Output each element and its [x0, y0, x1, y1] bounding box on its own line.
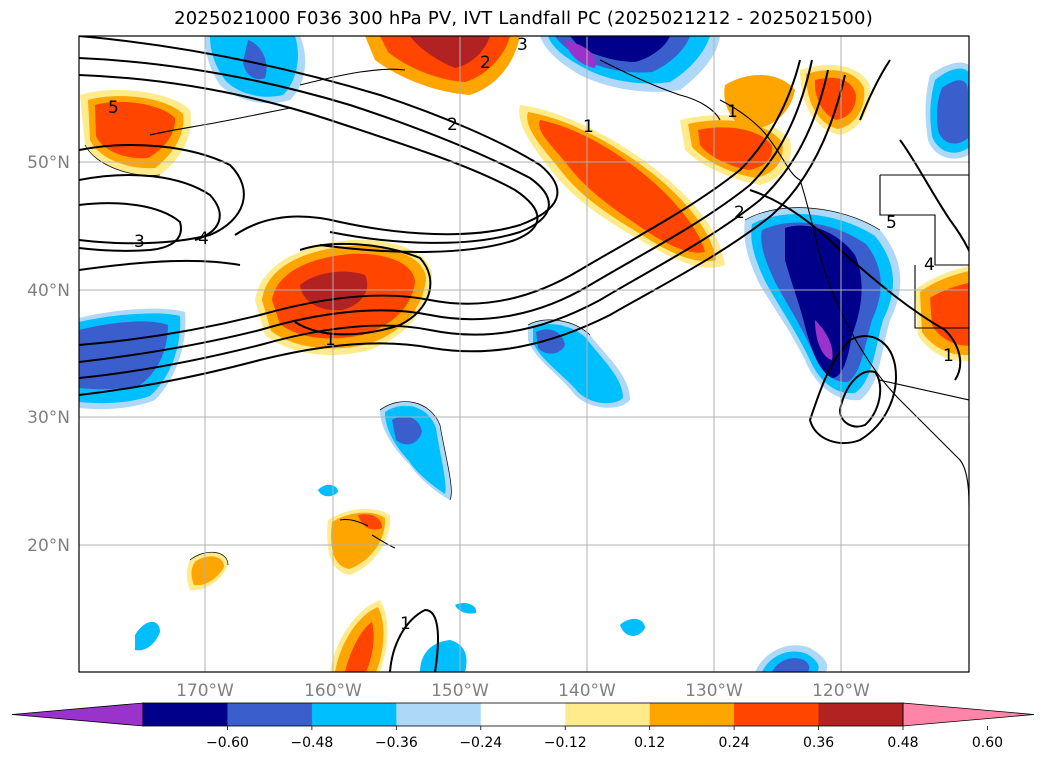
lat-label: 50°N	[27, 153, 70, 173]
colorbar-outline	[142, 702, 904, 727]
colorbar-segment	[480, 703, 566, 726]
contour-label: 1	[400, 614, 411, 634]
colorbar-segment	[734, 703, 820, 726]
cool-anomaly-small-1	[135, 621, 160, 651]
map-frame	[78, 35, 970, 673]
lat-label: 30°N	[27, 408, 70, 428]
contour-label: 2	[480, 53, 491, 73]
contour-label: 4	[198, 229, 209, 249]
latitude-axis-labels: 50°N 40°N 30°N 20°N	[27, 153, 70, 556]
map-title: 2025021000 F036 300 hPa PV, IVT Landfall…	[174, 8, 873, 29]
lat-label: 20°N	[27, 536, 70, 556]
lon-label: 150°W	[431, 681, 489, 701]
contour-label: 5	[108, 98, 119, 118]
colorbar-tick-label: 0.60	[972, 735, 1003, 751]
contour-label: 2	[447, 115, 458, 135]
contour-label: 2	[734, 203, 745, 223]
contour-label: 1	[727, 102, 738, 122]
colorbar-tick-label: 0.12	[634, 735, 665, 751]
lon-label: 130°W	[685, 681, 743, 701]
colorbar-tick-label: −0.60	[206, 735, 249, 751]
colorbar-tick-label: −0.24	[459, 735, 502, 751]
contour-label: 3	[134, 232, 145, 252]
lon-label: 140°W	[558, 681, 616, 701]
contour-label: 1	[583, 117, 594, 137]
lat-label: 40°N	[27, 281, 70, 301]
coastline-layer	[149, 59, 969, 549]
lon-label: 170°W	[176, 681, 234, 701]
colorbar-tick-label: 0.36	[803, 735, 834, 751]
longitude-axis-labels: 170°W 160°W 150°W 140°W 130°W 120°W	[176, 681, 870, 701]
contour-label: 4	[924, 255, 935, 275]
colorbar-extend-min	[11, 702, 144, 727]
contour-labels: 5 3 4 2 1 1 3 2 1 2 5 4 1 1	[108, 35, 954, 634]
colorbar-segment	[565, 703, 651, 726]
lon-label: 160°W	[304, 681, 362, 701]
colorbar-extend-max	[902, 702, 1035, 727]
colorbar-tick-label: 0.48	[887, 735, 918, 751]
colorbar-segment	[396, 703, 482, 726]
colorbar-tick-label: −0.12	[544, 735, 587, 751]
colorbar-tick-label: −0.36	[375, 735, 418, 751]
thin-outline-layer	[84, 144, 881, 566]
colorbar-segment	[649, 703, 735, 726]
pv-contour-layer	[79, 36, 969, 672]
contour-label: 1	[943, 346, 954, 366]
contour-label: 3	[517, 35, 528, 55]
contour-label: 1	[325, 330, 336, 350]
gridlines	[79, 36, 969, 672]
colorbar-segment	[818, 703, 904, 726]
colorbar-segment	[143, 703, 228, 726]
contour-label: 5	[886, 213, 897, 233]
colorbar-tick-label: −0.48	[290, 735, 333, 751]
colorbar-segment	[227, 703, 313, 726]
colorbar-tick-label: 0.24	[719, 735, 750, 751]
lon-label: 120°W	[812, 681, 870, 701]
colorbar: −0.60 −0.48 −0.36 −0.24 −0.12 0.12 0.24 0.36 0.4…	[11, 702, 1035, 751]
colorbar-segment	[311, 703, 397, 726]
